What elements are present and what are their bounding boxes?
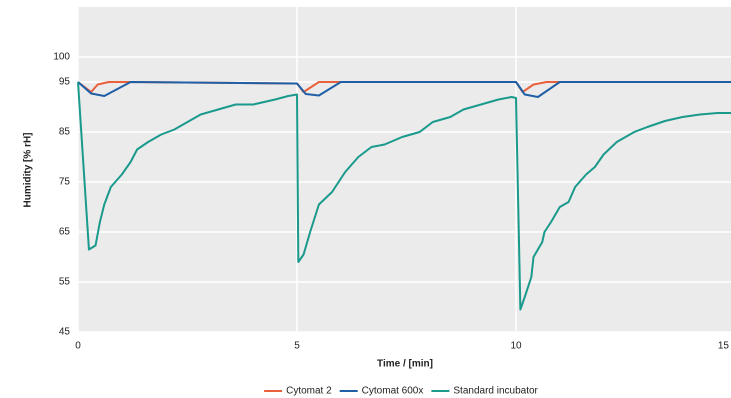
y-tick-label: 65 (59, 227, 71, 238)
x-tick-label: 0 (75, 341, 81, 352)
y-tick-label: 85 (59, 127, 71, 138)
x-tick-label: 5 (294, 341, 300, 352)
legend-label: Standard incubator (453, 386, 538, 397)
x-tick-label: 10 (510, 341, 522, 352)
line-series (77, 81, 731, 98)
x-axis-label: Time / [min] (377, 359, 433, 370)
y-tick-label: 75 (59, 177, 71, 188)
y-tick-label: 55 (59, 277, 71, 288)
legend-label: Cytomat 2 (286, 386, 332, 397)
y-tick-label: 45 (59, 327, 71, 338)
plot-background (78, 7, 731, 332)
legend-label: Cytomat 600x (362, 386, 424, 397)
line-series (77, 81, 731, 311)
line-series (77, 81, 731, 93)
y-axis-label: Humidity [% rH] (23, 133, 34, 208)
x-tick-label: 15 (718, 341, 730, 352)
y-tick-label: 100 (53, 52, 70, 63)
y-tick-label: 95 (59, 77, 71, 88)
